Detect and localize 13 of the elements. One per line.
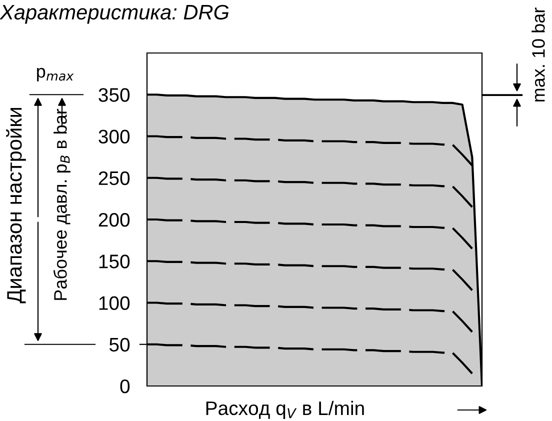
chart-title: Характеристика: DRG xyxy=(0,4,229,24)
y-tick-label: 250 xyxy=(98,171,130,186)
x-axis-title: Расход q$_{V}$ в L/min xyxy=(206,400,364,419)
y-tick-label: 0 xyxy=(120,379,130,394)
y-tick-label: 350 xyxy=(98,88,130,102)
y-tick-label: 300 xyxy=(98,130,130,144)
text: p$_{max}$ xyxy=(37,68,74,82)
text: max. 10 bar xyxy=(532,8,545,102)
y-tick-label: 150 xyxy=(99,254,130,268)
y-tick-label: 100 xyxy=(99,296,130,310)
text: Диапазон настройки xyxy=(6,108,26,304)
y-tick-label: 50 xyxy=(109,338,130,352)
y-tick-label: 200 xyxy=(98,212,130,227)
